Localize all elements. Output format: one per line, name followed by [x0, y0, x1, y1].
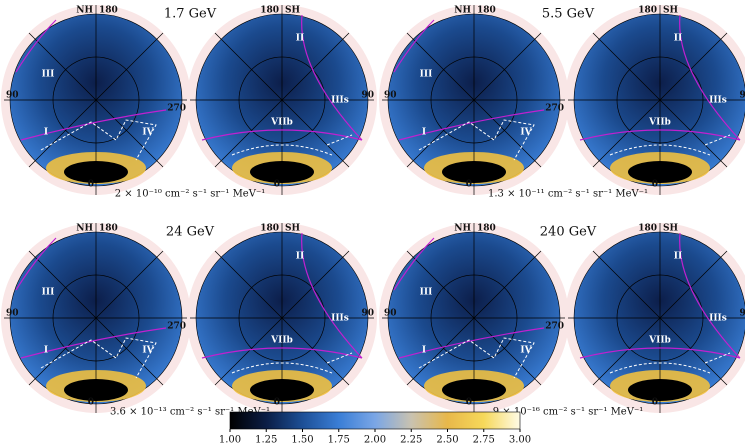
colorbar-tick-label: 2.50 — [436, 435, 458, 446]
colorbar-tick-label: 1.00 — [219, 435, 241, 446]
energy-label: 240 GeV — [540, 225, 597, 240]
region-label: II — [674, 34, 682, 44]
axis-label: 270 — [545, 322, 564, 332]
axis-label: 90 — [6, 309, 19, 319]
axis-label: NH — [76, 224, 93, 234]
region-label: I — [422, 346, 426, 356]
region-label: III — [42, 288, 55, 298]
axis-label: 90 — [739, 309, 745, 319]
colorbar-tick-label: 2.25 — [400, 435, 422, 446]
axis-label: 270 — [167, 322, 186, 332]
normalization-label: 1.3 × 10⁻¹¹ cm⁻² s⁻¹ sr⁻¹ MeV⁻¹ — [488, 189, 648, 200]
region-label: VIIb — [270, 336, 293, 346]
region-label: I — [44, 128, 48, 138]
sky-map: 180 SH 90 0 II IIIs VIIb — [187, 5, 377, 195]
region-label: IV — [142, 346, 154, 356]
axis-label: 90 — [384, 309, 397, 319]
figure: NH180902700IIIIIV180SH900IIIIIsVIIb1.7 G… — [0, 0, 745, 446]
axis-label: 0 — [274, 180, 280, 190]
region-label: IIIs — [709, 314, 727, 324]
axis-label: 0 — [466, 398, 472, 408]
region-label: I — [422, 128, 426, 138]
axis-label: 0 — [466, 180, 472, 190]
colorbar-tick-label: 2.75 — [473, 435, 495, 446]
region-label: VIIb — [270, 118, 293, 128]
axis-label: 90 — [6, 91, 19, 101]
axis-label: 180 — [477, 224, 496, 234]
axis-label: 0 — [88, 180, 94, 190]
region-label: II — [296, 34, 304, 44]
colorbar-tick-label: 2.00 — [364, 435, 386, 446]
region-label: II — [674, 252, 682, 262]
axis-label: 180 — [260, 6, 279, 16]
axis-label: 180 — [477, 6, 496, 16]
axis-label: SH — [663, 6, 678, 16]
axis-label: 180 — [638, 224, 657, 234]
sky-map: 180 SH 90 0 II IIIs VIIb — [187, 223, 377, 413]
sky-map: NH180902700IIIIIV — [379, 223, 569, 413]
region-label: I — [44, 346, 48, 356]
axis-label: 180 — [99, 224, 118, 234]
sky-map: 180 SH 90 0 II IIIs VIIb — [565, 223, 745, 413]
region-label: VIIb — [648, 118, 671, 128]
axis-label: 90 — [384, 91, 397, 101]
axis-label: 0 — [274, 398, 280, 408]
axis-label: 270 — [545, 104, 564, 114]
region-label: IV — [520, 128, 532, 138]
axis-label: 90 — [739, 91, 745, 101]
region-label: II — [296, 252, 304, 262]
region-label: IV — [520, 346, 532, 356]
axis-label: 90 — [361, 309, 374, 319]
colorbar-tick-label: 1.50 — [291, 435, 313, 446]
region-label: III — [42, 70, 55, 80]
axis-label: 180 — [260, 224, 279, 234]
region-label: IIIs — [331, 314, 349, 324]
axis-label: 90 — [361, 91, 374, 101]
axis-label: NH — [454, 6, 471, 16]
region-label: IIIs — [709, 96, 727, 106]
axis-label: NH — [454, 224, 471, 234]
region-label: VIIb — [648, 336, 671, 346]
sky-map: 180 SH 90 0 II IIIs VIIb — [565, 5, 745, 195]
colorbar — [230, 412, 520, 429]
region-label: IIIs — [331, 96, 349, 106]
colorbar-tick-label: 3.00 — [509, 435, 531, 446]
region-label: III — [420, 288, 433, 298]
axis-label: SH — [285, 6, 300, 16]
axis-label: 180 — [99, 6, 118, 16]
energy-label: 1.7 GeV — [164, 7, 217, 22]
axis-label: NH — [76, 6, 93, 16]
axis-label: SH — [663, 224, 678, 234]
region-label: III — [420, 70, 433, 80]
axis-label: 0 — [652, 398, 658, 408]
axis-label: SH — [285, 224, 300, 234]
colorbar-tick-label: 1.25 — [255, 435, 277, 446]
axis-label: 270 — [167, 104, 186, 114]
normalization-label: 2 × 10⁻¹⁰ cm⁻² s⁻¹ sr⁻¹ MeV⁻¹ — [115, 189, 266, 200]
energy-label: 24 GeV — [166, 225, 215, 240]
region-label: IV — [142, 128, 154, 138]
axis-label: 0 — [88, 398, 94, 408]
colorbar-tick-label: 1.75 — [328, 435, 350, 446]
axis-label: 0 — [652, 180, 658, 190]
energy-label: 5.5 GeV — [542, 7, 595, 22]
axis-label: 180 — [638, 6, 657, 16]
